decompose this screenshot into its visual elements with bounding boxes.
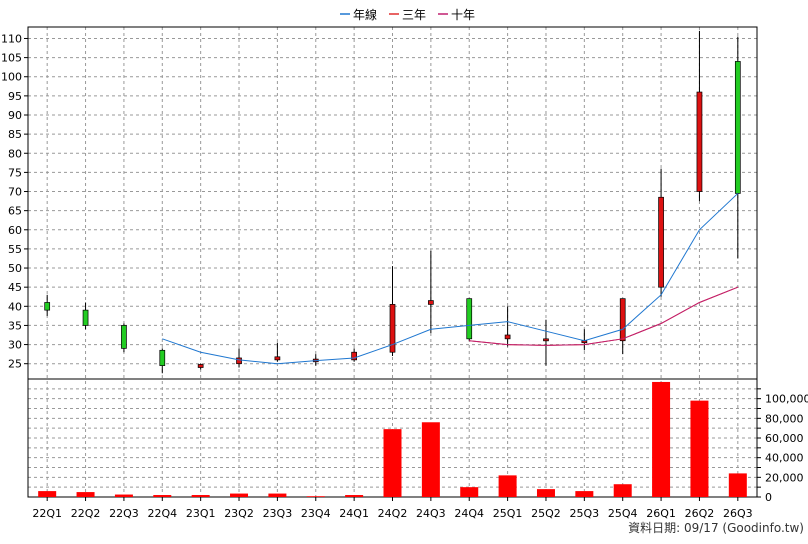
volume-bar bbox=[498, 475, 517, 497]
price-tick-label: 75 bbox=[8, 166, 22, 179]
candle-body bbox=[236, 357, 242, 365]
candle-body bbox=[389, 304, 396, 353]
price-tick-label: 45 bbox=[8, 281, 22, 294]
category-tick-label: 23Q3 bbox=[263, 507, 293, 520]
volume-bar bbox=[460, 487, 479, 497]
volume-bar bbox=[76, 492, 95, 497]
candle-body bbox=[159, 349, 166, 366]
category-tick-label: 22Q4 bbox=[147, 507, 177, 520]
category-tick-label: 23Q4 bbox=[301, 507, 331, 520]
volume-bar bbox=[345, 495, 364, 497]
legend-label: 年線 bbox=[353, 7, 377, 22]
candle-body bbox=[274, 356, 281, 361]
volume-bar bbox=[38, 491, 57, 497]
category-tick-label: 22Q1 bbox=[32, 507, 62, 520]
series-line bbox=[469, 286, 739, 346]
legend-label: 十年 bbox=[451, 8, 475, 22]
volume-tick-label: 20,000 bbox=[765, 471, 804, 484]
category-tick-label: 26Q1 bbox=[646, 507, 676, 520]
category-tick-label: 25Q2 bbox=[531, 507, 561, 520]
price-tick-label: 65 bbox=[8, 205, 22, 218]
candle-body bbox=[466, 298, 473, 340]
category-tick-label: 24Q2 bbox=[378, 507, 408, 520]
volume-bar bbox=[421, 422, 440, 497]
price-tick-label: 85 bbox=[8, 128, 22, 141]
volume-bar bbox=[728, 473, 747, 497]
axis-labels: 25 30 35 40 45 50 55 60 65 70 75 80 85 90 95 100 105 110 0… bbox=[1, 32, 808, 520]
moving-average-lines bbox=[162, 193, 739, 365]
price-tick-label: 25 bbox=[8, 358, 22, 371]
candle-body bbox=[197, 364, 204, 368]
candle-body bbox=[121, 325, 127, 349]
price-tick-label: 70 bbox=[8, 186, 22, 199]
candle-body bbox=[543, 338, 549, 342]
category-tick-label: 22Q3 bbox=[109, 507, 139, 520]
price-tick-label: 35 bbox=[8, 319, 22, 332]
volume-tick-label: 40,000 bbox=[765, 452, 804, 465]
price-tick-label: 55 bbox=[8, 243, 22, 256]
category-tick-label: 23Q2 bbox=[224, 507, 254, 520]
volume-bar bbox=[383, 429, 402, 497]
legend: 年線 三年 十年 bbox=[340, 7, 475, 22]
volume-bars bbox=[38, 381, 747, 497]
category-tick-label: 22Q2 bbox=[71, 507, 101, 520]
volume-bar bbox=[652, 381, 671, 497]
category-tick-label: 26Q2 bbox=[685, 507, 715, 520]
price-tick-label: 110 bbox=[1, 32, 22, 45]
volume-bar bbox=[268, 493, 287, 497]
candle-body bbox=[658, 196, 664, 288]
candle-body bbox=[734, 61, 741, 194]
candle-body bbox=[504, 334, 511, 340]
category-tick-label: 25Q4 bbox=[608, 507, 638, 520]
grid-lines bbox=[28, 27, 757, 497]
legend-label: 三年 bbox=[402, 8, 426, 22]
candle-body bbox=[44, 302, 51, 311]
category-tick-label: 24Q3 bbox=[416, 507, 446, 520]
volume-bar bbox=[575, 491, 594, 497]
category-tick-label: 25Q1 bbox=[493, 507, 523, 520]
volume-tick-label: 0 bbox=[765, 491, 772, 504]
price-tick-label: 60 bbox=[8, 224, 22, 237]
volume-bar bbox=[153, 495, 172, 497]
volume-bar bbox=[536, 489, 555, 497]
price-tick-label: 100 bbox=[1, 71, 22, 84]
price-tick-label: 30 bbox=[8, 339, 22, 352]
volume-bar bbox=[690, 400, 709, 497]
candle-body bbox=[428, 300, 434, 305]
candle-body bbox=[619, 298, 626, 342]
volume-bar bbox=[613, 484, 632, 497]
candle-body bbox=[82, 309, 89, 326]
category-tick-label: 26Q3 bbox=[723, 507, 753, 520]
price-tick-label: 95 bbox=[8, 90, 22, 103]
category-tick-label: 25Q3 bbox=[570, 507, 600, 520]
candle-body bbox=[351, 351, 357, 361]
volume-bar bbox=[306, 496, 325, 497]
volume-bar bbox=[114, 494, 133, 497]
footer-source: 資料日期: 09/17 (Goodinfo.tw) bbox=[628, 521, 804, 535]
candle-body bbox=[696, 91, 703, 192]
volume-bar bbox=[230, 493, 249, 497]
category-tick-label: 23Q1 bbox=[186, 507, 216, 520]
category-tick-label: 24Q4 bbox=[454, 507, 484, 520]
volume-tick-label: 60,000 bbox=[765, 432, 804, 445]
price-tick-label: 80 bbox=[8, 147, 22, 160]
category-tick-label: 24Q1 bbox=[339, 507, 369, 520]
candlesticks bbox=[44, 30, 741, 374]
series-line bbox=[162, 193, 739, 365]
price-tick-label: 40 bbox=[8, 300, 22, 313]
price-tick-label: 90 bbox=[8, 109, 22, 122]
price-tick-label: 50 bbox=[8, 262, 22, 275]
volume-tick-label: 100,000 bbox=[765, 393, 808, 406]
volume-tick-label: 80,000 bbox=[765, 412, 804, 425]
volume-bar bbox=[191, 495, 210, 497]
price-tick-label: 105 bbox=[1, 52, 22, 65]
